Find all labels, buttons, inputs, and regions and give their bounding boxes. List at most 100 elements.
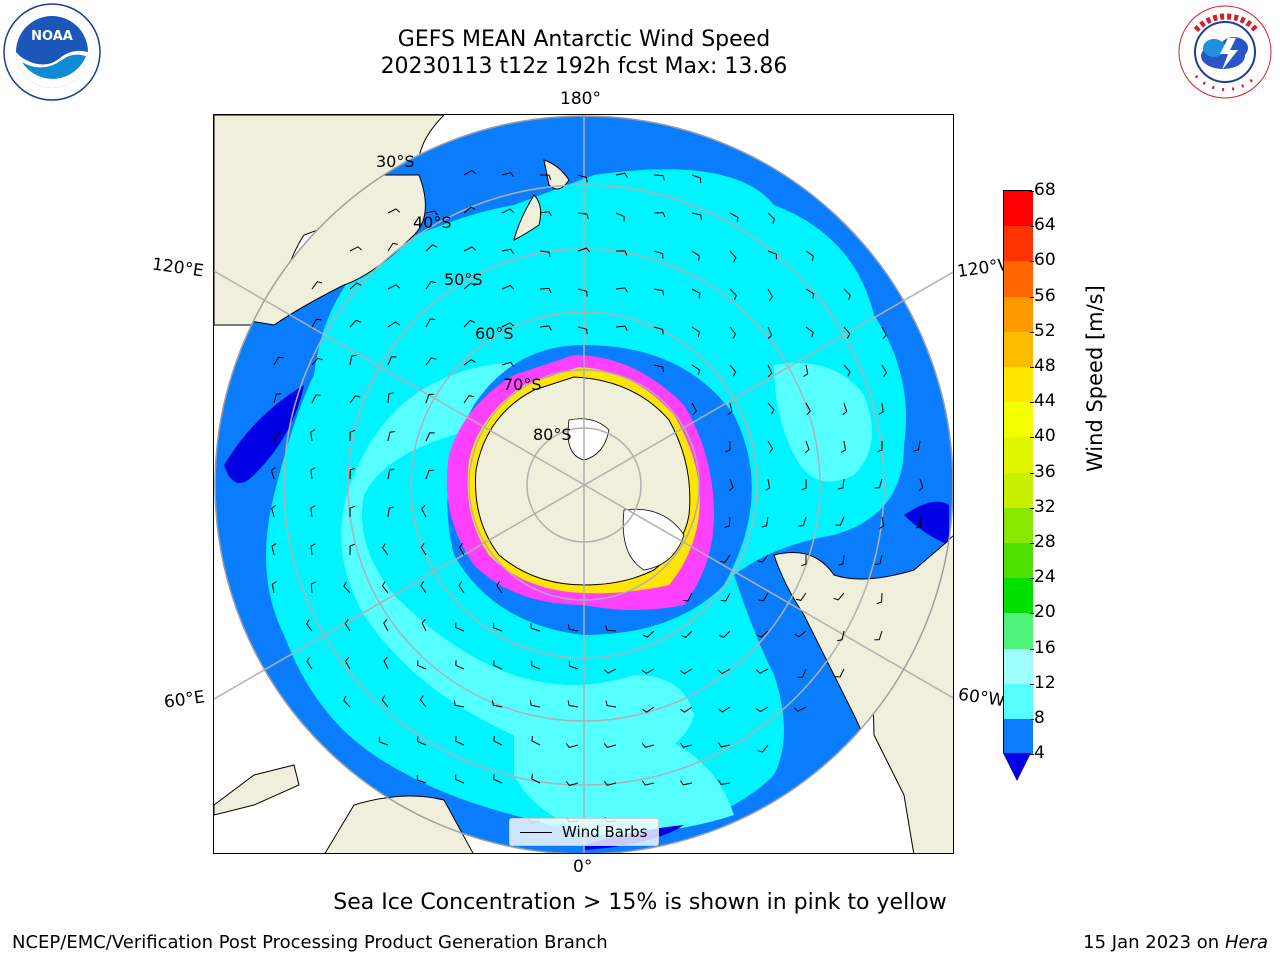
colorbar-label: Wind Speed [m/s] bbox=[1083, 285, 1107, 472]
wind-barb bbox=[270, 466, 276, 480]
wind-barb bbox=[501, 248, 514, 254]
wind-barb bbox=[874, 630, 883, 641]
wind-barb bbox=[387, 242, 398, 252]
wind-barb bbox=[568, 661, 579, 670]
wind-barb bbox=[801, 555, 807, 567]
wind-barb bbox=[804, 440, 810, 454]
wind-barb bbox=[343, 695, 351, 708]
wind-barb bbox=[344, 656, 351, 670]
lon-label-120e: 120°E bbox=[150, 254, 205, 282]
wind-barb bbox=[455, 774, 465, 784]
wind-barb bbox=[531, 774, 541, 784]
lon-label-60w: 60°W bbox=[956, 684, 1007, 712]
colorbar-segment bbox=[1004, 191, 1033, 227]
wind-barb bbox=[725, 440, 731, 453]
wind-barb bbox=[381, 695, 389, 708]
wind-barb bbox=[793, 706, 807, 712]
wind-barb bbox=[881, 326, 887, 340]
wind-barb bbox=[565, 743, 579, 749]
wind-barb bbox=[653, 326, 664, 335]
wind-barb bbox=[729, 326, 737, 339]
wind-barb bbox=[501, 208, 515, 214]
legend-wind-barb-line bbox=[520, 832, 552, 833]
wind-barb bbox=[491, 700, 503, 708]
wind-barb bbox=[565, 781, 579, 787]
colorbar-tick-60: 60 bbox=[1030, 250, 1056, 271]
wind-barb bbox=[419, 695, 427, 708]
colorbar-segment bbox=[1004, 402, 1033, 438]
wind-barb bbox=[729, 364, 737, 377]
colorbar-extend-arrow bbox=[1003, 753, 1031, 782]
wind-barb bbox=[798, 516, 807, 527]
wind-barb bbox=[271, 504, 277, 518]
wind-barb bbox=[843, 288, 851, 301]
wind-barb bbox=[455, 660, 465, 670]
lat-label-30s: 30°S bbox=[376, 152, 415, 171]
wind-barb bbox=[719, 554, 731, 563]
wind-barb bbox=[761, 516, 769, 528]
wind-barb bbox=[876, 592, 883, 605]
wind-barb bbox=[577, 326, 588, 335]
wind-barb bbox=[349, 246, 363, 252]
wind-band-12-16 bbox=[341, 363, 694, 765]
wind-barb bbox=[310, 543, 316, 556]
wind-barb bbox=[720, 592, 731, 602]
polar-map: Wind Barbs bbox=[213, 114, 954, 854]
wind-barb bbox=[310, 429, 316, 442]
wind-barb bbox=[805, 326, 814, 338]
wind-barb bbox=[501, 322, 515, 328]
svg-text:NOAA: NOAA bbox=[31, 29, 73, 44]
wind-barb bbox=[653, 174, 665, 181]
wind-barb bbox=[767, 212, 776, 224]
lon-label-0: 0° bbox=[573, 857, 593, 877]
weddell-ice-shelf bbox=[622, 508, 685, 571]
wind-barb bbox=[306, 657, 313, 670]
wind-barb bbox=[458, 542, 465, 556]
wind-barb bbox=[529, 700, 541, 708]
new-zealand bbox=[513, 159, 570, 241]
wind-barb bbox=[642, 630, 655, 638]
wind-barb bbox=[349, 282, 362, 290]
wind-barb bbox=[679, 742, 693, 748]
wind-barb bbox=[421, 504, 427, 518]
wind-barb bbox=[420, 543, 427, 556]
land-outer-bottomleft bbox=[214, 764, 300, 816]
wind-barb bbox=[878, 402, 884, 415]
colorbar-segment bbox=[1004, 578, 1033, 614]
wind-barb bbox=[383, 656, 389, 670]
wind-barb bbox=[271, 542, 277, 556]
wind-barb bbox=[680, 630, 693, 638]
wind-barb bbox=[344, 619, 351, 632]
wind-barb bbox=[349, 429, 356, 442]
wind-band-12-16-south bbox=[514, 715, 734, 835]
wind-barb bbox=[680, 780, 693, 786]
wind-barb bbox=[425, 357, 437, 366]
wind-barb bbox=[387, 392, 394, 404]
nws-logo bbox=[1176, 4, 1274, 100]
wind-barb bbox=[539, 211, 552, 217]
wind-barb bbox=[493, 660, 503, 670]
wind-barb bbox=[273, 393, 282, 404]
lon-label-60e: 60°E bbox=[162, 687, 207, 713]
wind-barb bbox=[501, 172, 515, 177]
colorbar-tick-8: 8 bbox=[1030, 708, 1045, 728]
wind-barb bbox=[530, 623, 541, 632]
wind-barb bbox=[273, 432, 283, 442]
colorbar-tick-32: 32 bbox=[1030, 496, 1056, 517]
wind-barb bbox=[349, 467, 356, 480]
wind-barb bbox=[653, 364, 664, 373]
wind-barb bbox=[718, 706, 731, 713]
wind-barb bbox=[603, 668, 617, 674]
wind-barb bbox=[463, 169, 477, 176]
wind-barb bbox=[691, 288, 701, 299]
wind-barb bbox=[387, 431, 395, 442]
colorbar-segment bbox=[1004, 543, 1033, 579]
wind-barb bbox=[803, 364, 809, 377]
wind-barb bbox=[425, 244, 438, 252]
wind-barb bbox=[310, 467, 316, 480]
colorbar-segment bbox=[1004, 683, 1033, 720]
wind-barb bbox=[577, 212, 589, 220]
wind-barb bbox=[349, 543, 355, 556]
ross-ice-shelf bbox=[567, 418, 610, 461]
wind-barb bbox=[843, 364, 851, 377]
